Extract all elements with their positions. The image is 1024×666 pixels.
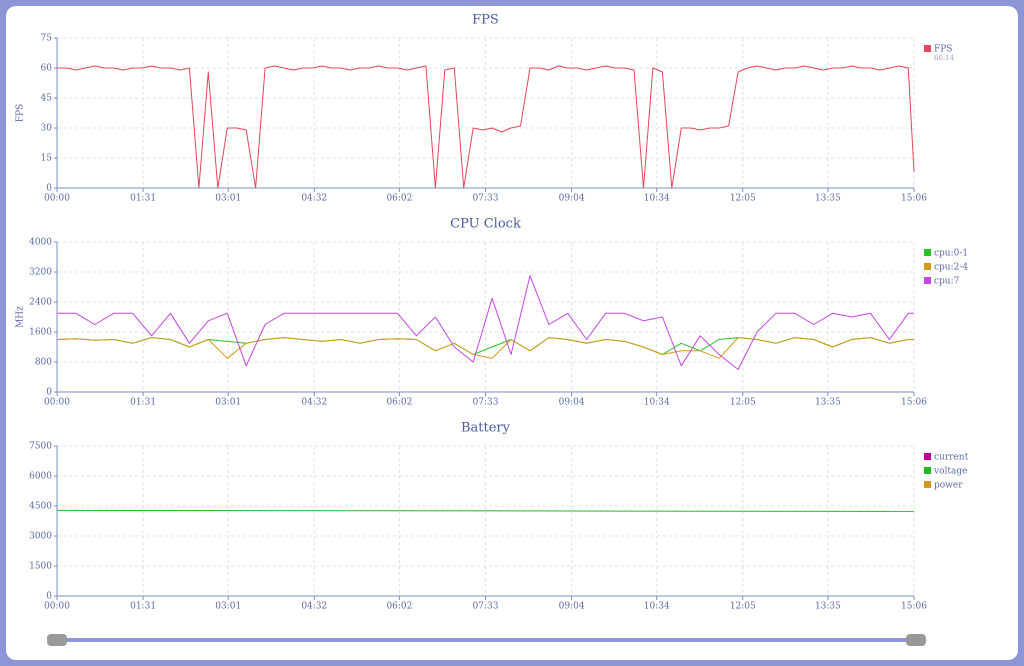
chart-title: Battery [461, 421, 511, 436]
y-tick-label: 3200 [29, 268, 52, 278]
legend-swatch [924, 263, 931, 270]
x-tick-label: 01:31 [130, 398, 156, 408]
x-tick-label: 12:05 [730, 398, 756, 408]
x-tick-label: 10:34 [644, 602, 670, 612]
y-tick-label: 1500 [29, 562, 52, 572]
y-axis-label: FPS [16, 104, 26, 122]
slider-handle-right[interactable] [906, 634, 926, 646]
x-tick-label: 13:35 [815, 194, 841, 204]
x-tick-label: 15:06 [901, 194, 927, 204]
y-tick-label: 3000 [29, 532, 52, 542]
x-tick-label: 13:35 [815, 602, 841, 612]
series-line [57, 65, 915, 189]
x-tick-label: 01:31 [130, 194, 156, 204]
legend-swatch [924, 249, 931, 256]
x-tick-label: 09:04 [559, 398, 585, 408]
legend-label: current [934, 453, 969, 463]
y-tick-label: 0 [46, 388, 52, 398]
slider-handle-left[interactable] [47, 634, 67, 646]
legend-swatch [924, 453, 931, 460]
panel [6, 6, 1018, 660]
x-tick-label: 03:01 [215, 194, 241, 204]
x-tick-label: 01:31 [130, 602, 156, 612]
series-line [56, 509, 915, 512]
chart-title: CPU Clock [450, 217, 521, 232]
legend-swatch [924, 45, 931, 52]
x-tick-label: 10:34 [644, 398, 670, 408]
series-line [57, 275, 914, 370]
x-tick-label: 04:32 [301, 602, 327, 612]
y-tick-label: 60 [41, 64, 53, 74]
x-tick-label: 07:33 [473, 194, 499, 204]
y-tick-label: 4000 [29, 238, 52, 248]
y-tick-label: 0 [46, 592, 52, 602]
y-tick-label: 1600 [29, 328, 52, 338]
x-tick-label: 00:00 [44, 398, 70, 408]
x-tick-label: 06:02 [386, 194, 412, 204]
x-tick-label: 09:04 [559, 602, 585, 612]
legend-swatch [924, 467, 931, 474]
legend-value: 60.14 [934, 54, 955, 62]
y-tick-label: 7500 [29, 442, 52, 452]
x-tick-label: 12:05 [730, 194, 756, 204]
legend-label: FPS [934, 45, 952, 55]
legend-label: cpu:2-4 [934, 263, 968, 273]
y-tick-label: 15 [41, 154, 53, 164]
x-tick-label: 09:04 [559, 194, 585, 204]
y-tick-label: 45 [41, 94, 53, 104]
x-tick-label: 00:00 [44, 602, 70, 612]
legend-label: cpu:7 [934, 277, 960, 287]
y-tick-label: 800 [35, 358, 52, 368]
y-tick-label: 30 [41, 124, 53, 134]
legend-label: voltage [933, 467, 967, 477]
x-tick-label: 03:01 [215, 602, 241, 612]
legend-label: cpu:0-1 [934, 249, 968, 259]
y-tick-label: 4500 [29, 502, 52, 512]
x-tick-label: 07:33 [473, 398, 499, 408]
chart-title: FPS [472, 13, 499, 28]
x-tick-label: 15:06 [901, 398, 927, 408]
x-tick-label: 07:33 [473, 602, 499, 612]
y-tick-label: 2400 [29, 298, 52, 308]
legend-swatch [924, 481, 931, 488]
x-tick-label: 04:32 [301, 398, 327, 408]
x-tick-label: 00:00 [44, 194, 70, 204]
x-tick-label: 03:01 [215, 398, 241, 408]
x-tick-label: 15:06 [901, 602, 927, 612]
y-axis-label: MHz [16, 306, 26, 328]
x-tick-label: 06:02 [386, 602, 412, 612]
x-tick-label: 13:35 [815, 398, 841, 408]
slider [47, 634, 926, 646]
y-tick-label: 0 [46, 184, 52, 194]
x-tick-label: 12:05 [730, 602, 756, 612]
y-tick-label: 75 [41, 34, 53, 44]
legend-label: power [934, 481, 963, 491]
y-tick-label: 6000 [29, 472, 52, 482]
x-tick-label: 06:02 [386, 398, 412, 408]
x-tick-label: 04:32 [301, 194, 327, 204]
series-line [56, 337, 914, 359]
x-tick-label: 10:34 [644, 194, 670, 204]
legend-swatch [924, 277, 931, 284]
